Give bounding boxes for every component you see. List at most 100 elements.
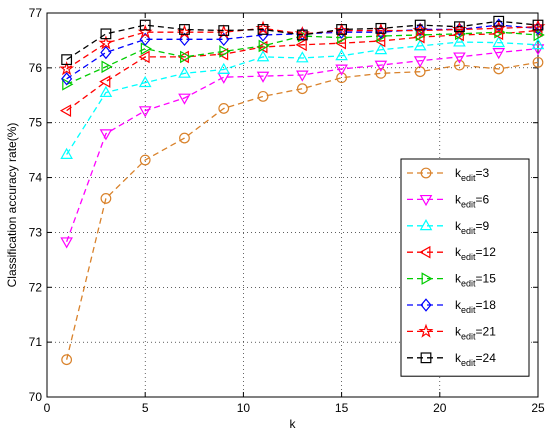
y-axis-label: Classification accuracy rate(%) (5, 123, 19, 288)
data-point (179, 132, 190, 144)
legend-item: kedit=21 (407, 323, 496, 341)
legend-item: kedit=18 (407, 298, 496, 315)
data-point (256, 50, 270, 62)
y-tick-label: 74 (29, 171, 43, 185)
data-point (493, 15, 505, 27)
data-point (419, 194, 433, 207)
series-line (66, 41, 539, 155)
data-point (218, 25, 230, 36)
legend-label: kedit=21 (455, 324, 496, 341)
series-3 (60, 35, 545, 159)
legend-item: kedit=9 (407, 219, 490, 236)
data-point (100, 45, 112, 60)
legend-label: kedit=15 (455, 272, 496, 289)
data-point (336, 24, 347, 35)
data-point (492, 35, 506, 48)
data-point (334, 36, 347, 50)
data-point (375, 67, 387, 79)
series-line (66, 31, 539, 85)
data-point (337, 31, 349, 44)
legend-item: kedit=24 (407, 351, 496, 368)
legend-label: kedit=18 (455, 298, 496, 315)
legend-label: kedit=9 (455, 219, 490, 236)
legend-label: kedit=24 (455, 351, 496, 368)
data-point (60, 237, 73, 249)
data-point (374, 60, 388, 72)
x-axis-label: k (290, 417, 297, 431)
data-point (258, 39, 270, 53)
data-point (418, 323, 434, 338)
data-point (257, 24, 269, 35)
y-tick-label: 73 (29, 225, 43, 239)
legend-item: kedit=6 (407, 192, 490, 209)
data-point (296, 51, 309, 63)
data-point (414, 19, 426, 31)
data-point (140, 42, 152, 55)
data-point (453, 35, 466, 47)
y-tick-label: 71 (29, 335, 43, 349)
y-tick-label: 70 (29, 390, 43, 404)
data-point (99, 129, 113, 141)
data-point (420, 352, 432, 364)
data-point (296, 29, 308, 41)
data-point (414, 22, 426, 37)
data-point (413, 39, 427, 51)
legend-box (400, 158, 530, 377)
data-point (421, 272, 433, 285)
data-point (419, 219, 433, 231)
data-point (180, 50, 192, 64)
data-point (257, 90, 269, 102)
data-point (138, 75, 152, 88)
x-tick-label: 10 (237, 401, 251, 415)
data-point (60, 147, 73, 159)
y-tick-label: 72 (29, 280, 43, 294)
data-point (454, 59, 465, 71)
data-point (296, 83, 308, 95)
series-8 (61, 15, 544, 66)
data-point (532, 19, 544, 31)
y-tick-label: 76 (29, 61, 43, 75)
data-point (413, 56, 427, 68)
data-point (219, 45, 231, 58)
data-point (101, 60, 113, 74)
plot-frame (46, 12, 539, 398)
data-point (492, 48, 506, 60)
data-point (454, 21, 465, 33)
data-point (256, 71, 270, 83)
series-line (66, 48, 539, 242)
series-layer (59, 15, 546, 366)
data-point (179, 24, 190, 35)
data-point (138, 50, 150, 64)
data-point (178, 66, 191, 78)
data-point (420, 298, 432, 312)
axis-ticks: 0 5 10 15 20 25 70 71 72 73 74 75 76 77 (29, 6, 545, 415)
legend-item: kedit=3 (407, 166, 490, 183)
data-point (217, 62, 231, 74)
data-point (61, 54, 73, 66)
legend-item: kedit=12 (407, 245, 496, 262)
series-line (66, 26, 539, 70)
data-point (99, 75, 111, 88)
data-point (296, 70, 309, 82)
legend: kedit=3 kedit=6 kedit=9 kedit=12 kedit=15 ked… (400, 158, 530, 377)
data-point (532, 56, 544, 68)
data-point (375, 22, 387, 34)
series-line (66, 61, 539, 360)
data-point (335, 64, 348, 76)
data-point (493, 63, 505, 75)
series-2 (60, 44, 545, 249)
data-point (139, 19, 151, 31)
legend-label: kedit=6 (455, 192, 490, 209)
data-point (138, 106, 152, 118)
data-point (61, 354, 73, 366)
data-point (336, 72, 348, 84)
data-point (218, 103, 230, 114)
data-point (100, 193, 112, 204)
data-point (59, 61, 75, 76)
data-point (420, 167, 432, 179)
data-point (100, 28, 112, 40)
data-point (295, 38, 307, 52)
legend-label: kedit=3 (455, 166, 490, 183)
x-tick-label: 15 (335, 401, 349, 415)
